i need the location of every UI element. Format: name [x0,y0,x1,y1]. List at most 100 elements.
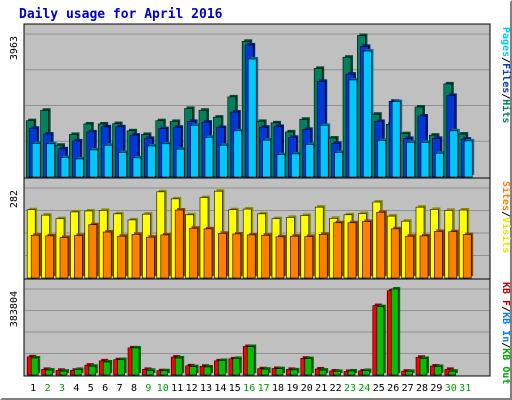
bar-pages [377,140,387,178]
bar-pages [276,154,286,178]
bar-kb-out [160,370,169,376]
bar-pages [233,130,243,178]
bar-pages [118,152,127,178]
bar-pages [219,144,228,178]
bar-sites [174,209,184,279]
bar-pages [132,157,142,178]
bar-sites [232,233,242,279]
legend: Pages/Files/Hits [500,27,512,123]
bar-kb-out [102,361,111,376]
day-label: 6 [102,383,108,394]
day-label: 16 [243,383,255,394]
bar-pages [406,142,415,178]
day-label: 31 [459,383,471,394]
bar-pages [147,145,156,178]
scale-label: 383804 [9,291,20,327]
day-label: 10 [157,383,169,394]
bar-sites [318,233,328,279]
bar-pages [449,130,459,178]
legend-entry: Pages [500,27,511,57]
bar-sites [448,231,458,279]
bar-sites [189,227,198,279]
bar-sites [102,231,112,279]
bar-kb-out [290,369,298,376]
bar-kb-out [218,360,226,376]
bar-pages [319,125,329,178]
day-label: 24 [358,383,370,394]
bar-sites [218,233,227,279]
bar-sites [304,236,314,279]
day-label: 17 [258,383,270,394]
day-label: 23 [344,383,356,394]
bar-pages [334,152,343,178]
day-label: 9 [145,383,151,394]
bar-pages [291,153,300,178]
bar-kb-out [174,357,183,376]
bar-kb-out [419,358,428,376]
legend-entry: Sites [500,181,512,211]
bar-pages [175,148,185,178]
legend-entry: / [500,306,511,312]
bar-sites [362,221,371,279]
scale-label: 3963 [9,36,20,60]
bar-kb-out [45,369,53,376]
day-label: 20 [301,383,313,394]
bar-pages [348,79,358,178]
bar-sites [390,228,400,279]
bar-sites [419,235,429,279]
bar-sites [275,236,285,279]
bar-pages [46,143,55,178]
bar-kb-out [362,370,370,376]
bar-sites [434,231,443,279]
bar-kb-out [146,369,154,376]
bar-kb-out [376,306,385,376]
day-label: 8 [131,383,137,394]
bar-pages [89,149,99,178]
chart-title: Daily usage for April 2016 [19,7,223,22]
legend-entry: Visits [500,217,512,253]
bar-sites [146,236,155,279]
legend-entry: Hits [500,99,512,123]
bar-kb-out [448,370,457,376]
bar-pages [161,143,171,178]
day-label: 22 [330,383,342,394]
bar-kb-out [30,357,39,376]
bar-kb-out [88,365,97,376]
day-label: 7 [117,383,123,394]
bar-sites [203,228,213,279]
bar-kb-out [203,366,212,376]
day-label: 25 [373,383,385,394]
bar-pages [463,140,473,178]
bar-sites [246,234,256,279]
bar-pages [204,137,214,178]
bar-sites [347,222,357,279]
legend-entry: KB In [500,312,511,342]
bar-pages [262,139,271,178]
bar-kb-out [261,368,269,376]
day-label: 28 [416,383,428,394]
bar-pages [31,143,41,178]
bar-sites [290,235,299,279]
bar-sites [376,211,386,279]
bar-kb-out [246,346,255,376]
bar-kb-out [390,288,399,376]
bar-sites [88,224,98,279]
bar-sites [160,234,170,279]
bar-kb-out [275,368,284,376]
day-label: 19 [286,383,298,394]
bar-pages [420,142,430,178]
bar-sites [59,237,69,279]
bar-sites [462,234,472,279]
bar-kb-out [232,358,241,376]
legend-entry: KB Out [500,348,511,384]
day-label: 30 [445,383,457,394]
bar-pages [190,125,199,178]
bar-sites [261,234,270,279]
bar-pages [103,144,113,178]
day-label: 12 [186,383,198,394]
bar-kb-out [333,371,341,376]
legend-entry: / [500,211,511,217]
bar-sites [405,235,414,279]
bar-kb-out [304,358,313,376]
